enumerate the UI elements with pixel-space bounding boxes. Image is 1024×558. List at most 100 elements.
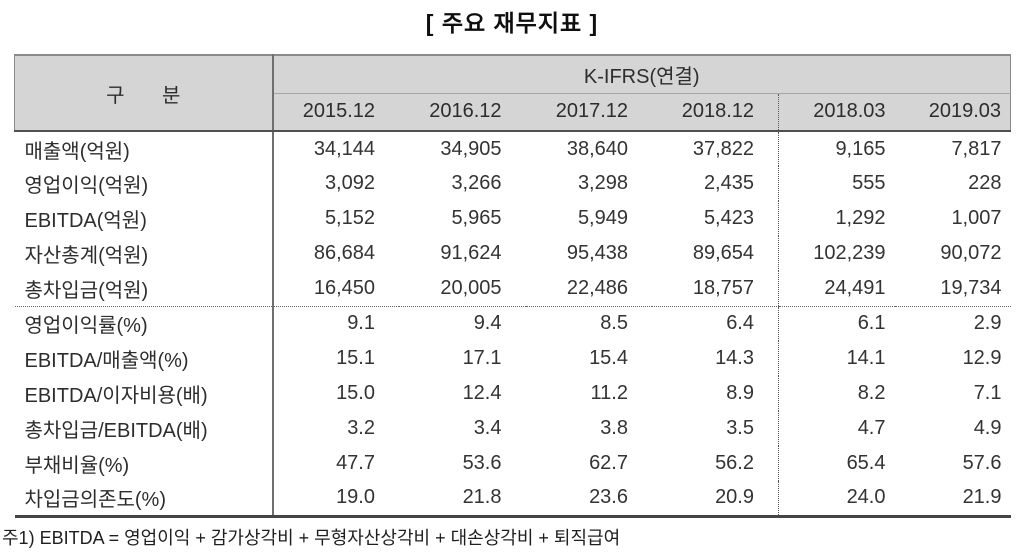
cell-value: 8.2	[778, 376, 895, 411]
table-row: EBITDA/이자비용(배) 15.0 12.4 11.2 8.9 8.2 7.1	[14, 376, 1011, 411]
cell-value: 65.4	[778, 446, 895, 481]
column-header: 2019.03	[894, 93, 1011, 132]
table-row: 총차입금(억원) 16,450 20,005 22,486 18,757 24,491 19…	[14, 271, 1011, 307]
cell-value: 5,949	[577, 207, 628, 229]
cell-value: 14.1	[778, 341, 895, 376]
cell-value: 34,144	[313, 137, 375, 160]
table-header: 구 분 K-IFRS(연결) 2015.12 2016.12 2017.12 2018…	[14, 54, 1011, 132]
cell-value: 56.2	[715, 452, 754, 474]
cell-value: 3,266	[451, 172, 502, 194]
table-row: 차입금의존도(%) 19.0 21.8 23.6 20.9 24.0 21.9	[14, 481, 1011, 518]
table-row: EBITDA/매출액(%) 15.1 17.1 15.4 14.3 14.1 12.9	[14, 341, 1011, 376]
cell-value: 18,757	[652, 271, 779, 307]
row-label: 영업이익률(%)	[14, 306, 274, 341]
row-label: 자산총계(억원)	[14, 236, 274, 271]
cell-value: 102,239	[778, 236, 895, 271]
cell-value: 15.0	[336, 382, 375, 404]
cell-value: 47.7	[336, 452, 375, 474]
table-row: 영업이익률(%) 9.1 9.4 8.5 6.4 6.1 2.9	[14, 306, 1011, 341]
cell-value: 86,684	[313, 242, 375, 264]
cell-value: 53.6	[462, 452, 502, 474]
cell-value: 228	[968, 172, 1002, 194]
row-label: EBITDA(억원)	[14, 201, 274, 236]
cell-value: 90,072	[940, 242, 1002, 264]
cell-value: 14.3	[715, 347, 754, 369]
cell-value: 91,624	[440, 242, 502, 264]
cell-value: 95,438	[566, 242, 628, 264]
cell-value: 12.4	[462, 382, 502, 404]
row-label: EBITDA/이자비용(배)	[14, 376, 274, 411]
row-label: 영업이익(억원)	[14, 166, 274, 201]
cell-value: 7,817	[951, 137, 1002, 160]
cell-value: 3,092	[324, 172, 375, 194]
kifrs-group-header: K-IFRS(연결)	[272, 54, 1011, 94]
cell-value: 3.8	[600, 417, 628, 439]
cell-value: 3.2	[347, 417, 375, 439]
group-header-row: 구 분 K-IFRS(연결)	[14, 54, 1011, 132]
cell-value: 11.2	[590, 382, 628, 404]
cell-value: 5,152	[324, 207, 375, 229]
table-row: EBITDA(억원) 5,152 5,965 5,949 5,423 1,292 1,007	[14, 201, 1011, 236]
cell-value: 2.9	[973, 312, 1002, 335]
cell-value: 9.4	[473, 312, 502, 335]
cell-value: 89,654	[692, 242, 754, 264]
cell-value: 15.4	[589, 347, 628, 369]
cell-value: 16,450	[272, 271, 399, 307]
cell-value: 555	[778, 166, 895, 201]
cell-value: 4.9	[973, 417, 1002, 439]
row-label: 차입금의존도(%)	[14, 481, 274, 518]
cell-value: 9.1	[347, 312, 375, 335]
financial-indicators-table: 구 분 K-IFRS(연결) 2015.12 2016.12 2017.12 2018…	[14, 54, 1011, 518]
cell-value: 21.9	[894, 481, 1011, 518]
cell-value: 7.1	[973, 382, 1002, 404]
cell-value: 19.0	[272, 481, 399, 518]
cell-value: 38,640	[566, 137, 628, 160]
cell-value: 24,491	[778, 271, 895, 307]
column-header: 2016.12	[399, 93, 526, 132]
cell-value: 20.9	[652, 481, 779, 518]
column-header: 2018.03	[778, 93, 895, 132]
table-body: 매출액(억원) 34,144 34,905 38,640 37,822 9,165 7,81…	[14, 131, 1011, 518]
cell-value: 5,423	[703, 207, 754, 229]
row-label: EBITDA/매출액(%)	[14, 341, 274, 376]
row-label: 총차입금(억원)	[14, 271, 274, 307]
cell-value: 1,292	[778, 201, 895, 236]
cell-value: 2,435	[703, 172, 754, 194]
cell-value: 6.4	[726, 312, 754, 335]
table-row: 매출액(억원) 34,144 34,905 38,640 37,822 9,165 7,81…	[14, 131, 1011, 166]
cell-value: 34,905	[440, 137, 502, 160]
row-label: 총차입금/EBITDA(배)	[14, 411, 274, 446]
column-header: 2017.12	[525, 93, 652, 132]
cell-value: 21.8	[399, 481, 526, 518]
cell-value: 8.5	[600, 312, 628, 335]
table-row: 총차입금/EBITDA(배) 3.2 3.4 3.8 3.5 4.7 4.9	[14, 411, 1011, 446]
cell-value: 37,822	[692, 137, 754, 160]
cell-value: 24.0	[778, 481, 895, 518]
period-header-row: 2015.12 2016.12 2017.12 2018.12 2018.03 2019.…	[15, 93, 1011, 132]
row-label: 매출액(억원)	[14, 131, 274, 166]
cell-value: 5,965	[451, 207, 502, 229]
cell-value: 3,298	[577, 172, 628, 194]
cell-value: 4.7	[778, 411, 895, 446]
cell-value: 62.7	[589, 452, 628, 474]
table-row: 자산총계(억원) 86,684 91,624 95,438 89,654 102,239 9…	[14, 236, 1011, 271]
cell-value: 12.9	[962, 347, 1002, 369]
column-header: 2015.12	[272, 93, 399, 132]
cell-value: 1,007	[951, 207, 1002, 229]
cell-value: 17.1	[462, 347, 502, 369]
cell-value: 8.9	[726, 382, 754, 404]
cell-value: 6.1	[778, 306, 895, 341]
cell-value: 3.5	[726, 417, 754, 439]
cell-value: 3.4	[473, 417, 502, 439]
page-title: [ 주요 재무지표 ]	[425, 10, 599, 36]
footnote: 주1) EBITDA = 영업이익 + 감가상각비 + 무형자산상각비 + 대손…	[2, 527, 621, 548]
table-row: 영업이익(억원) 3,092 3,266 3,298 2,435 555 228	[14, 166, 1011, 201]
cell-value: 57.6	[962, 452, 1002, 474]
cell-value: 9,165	[778, 131, 895, 166]
cell-value: 23.6	[525, 481, 652, 518]
table-row: 부채비율(%) 47.7 53.6 62.7 56.2 65.4 57.6	[14, 446, 1011, 481]
cell-value: 15.1	[336, 347, 375, 369]
column-header: 2018.12	[652, 93, 779, 132]
row-label: 부채비율(%)	[14, 446, 274, 481]
